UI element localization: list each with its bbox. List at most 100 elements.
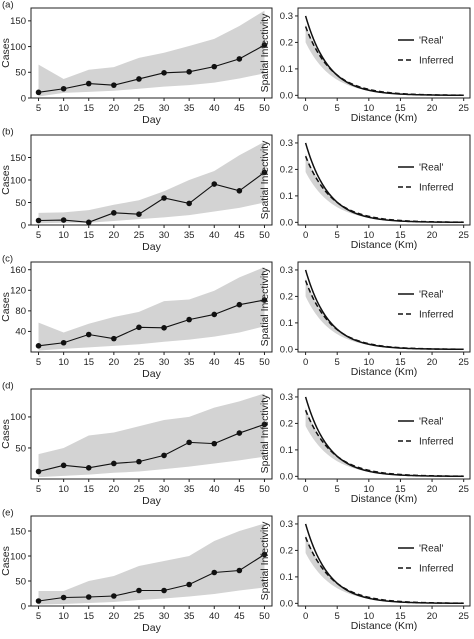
plot-frame (297, 261, 471, 353)
y-axis-label: Spatial Infectivity (259, 13, 271, 93)
cases-point (161, 195, 167, 201)
x-tick-label: 10 (58, 230, 69, 241)
x-tick-label: 15 (395, 230, 406, 241)
cases-point (236, 188, 243, 194)
x-tick-label: 20 (427, 611, 438, 622)
x-axis-label: Distance (Km) (351, 366, 418, 378)
x-tick-label: 30 (159, 484, 170, 495)
legend-inferred-label: Inferred (419, 437, 453, 448)
y-axis-label: Cases (0, 546, 12, 576)
x-tick-label: 40 (209, 484, 220, 495)
x-tick-label: 35 (184, 357, 195, 368)
panel-label: (a) (2, 0, 14, 11)
inferred-curve (304, 155, 464, 223)
y-tick-label: 40 (15, 327, 26, 338)
x-tick-label: 10 (58, 357, 69, 368)
x-tick-label: 15 (83, 103, 94, 114)
y-tick-label: 150 (10, 526, 26, 537)
cases-point (136, 458, 142, 465)
x-tick-label: 25 (458, 357, 469, 368)
x-axis-label: Distance (Km) (351, 493, 418, 505)
cases-point (85, 219, 92, 226)
x-tick-label: 45 (234, 484, 245, 495)
x-axis-label: Distance (Km) (351, 239, 418, 251)
cases-point (85, 331, 92, 338)
cases-point (60, 217, 67, 223)
y-axis-label: Cases (0, 292, 12, 322)
cases-point (186, 439, 192, 446)
x-tick-label: 20 (109, 230, 120, 241)
legend-real-label: 'Real' (419, 163, 443, 174)
x-tick-label: 40 (209, 230, 220, 241)
cases-point (161, 70, 167, 76)
x-tick-label: 0 (303, 484, 308, 495)
y-tick-label: 0.0 (280, 91, 293, 102)
x-tick-label: 25 (458, 230, 469, 241)
x-tick-label: 30 (159, 230, 170, 241)
x-tick-label: 5 (335, 230, 340, 241)
cases-line (38, 171, 265, 223)
cases-point (35, 217, 42, 224)
x-tick-label: 15 (83, 611, 94, 622)
x-tick-label: 10 (364, 230, 375, 241)
uncertainty-band (38, 10, 265, 97)
cases-point (261, 169, 268, 176)
cases-point (85, 80, 92, 87)
y-tick-label: 0 (21, 220, 26, 231)
x-tick-label: 40 (209, 357, 220, 368)
cases-point (261, 42, 268, 48)
cases-point (35, 89, 42, 96)
x-tick-label: 10 (58, 103, 69, 114)
y-tick-label: 0.3 (280, 519, 293, 530)
x-tick-label: 45 (234, 357, 245, 368)
cases-point (111, 460, 117, 467)
cases-point (211, 440, 218, 447)
cases-point (60, 594, 67, 601)
x-tick-label: 10 (58, 484, 69, 495)
cases-point (261, 551, 268, 558)
cases-point (186, 68, 192, 75)
legend-real-label: 'Real' (419, 417, 443, 428)
cases-point (186, 316, 192, 323)
y-tick-label: 0.0 (280, 345, 293, 356)
cases-point (236, 301, 243, 308)
y-tick-label: 150 (10, 16, 26, 27)
y-tick-label: 160 (10, 265, 26, 276)
y-tick-label: 50 (15, 198, 26, 209)
panel-label: (d) (2, 381, 14, 392)
panel-label: (c) (2, 254, 13, 265)
x-tick-label: 20 (427, 230, 438, 241)
x-tick-label: 10 (364, 484, 375, 495)
x-axis-label: Day (142, 622, 161, 634)
cases-point (136, 587, 142, 594)
y-axis-label: Spatial Infectivity (259, 140, 271, 220)
x-tick-label: 0 (303, 230, 308, 241)
cases-point (186, 200, 192, 207)
y-axis-label: Spatial Infectivity (259, 267, 271, 347)
x-tick-label: 25 (134, 103, 145, 114)
x-tick-label: 0 (303, 103, 308, 114)
cases-point (211, 181, 218, 187)
y-axis-label: Cases (0, 38, 12, 68)
x-tick-label: 35 (184, 230, 195, 241)
y-tick-label: 50 (15, 443, 26, 454)
cases-point (35, 468, 42, 475)
cases-point (60, 339, 67, 346)
plot-frame (297, 134, 471, 226)
y-tick-label: 100 (10, 42, 26, 53)
inferred-curve (304, 26, 464, 96)
cases-line (38, 44, 265, 93)
x-tick-label: 20 (109, 484, 120, 495)
x-tick-label: 20 (427, 103, 438, 114)
x-axis-label: Distance (Km) (351, 112, 418, 124)
panel-label: (e) (2, 508, 14, 519)
y-tick-label: 0.1 (280, 572, 293, 583)
x-tick-label: 35 (184, 484, 195, 495)
panel-label: (b) (2, 127, 14, 138)
y-tick-label: 0.2 (280, 419, 293, 430)
x-tick-label: 30 (159, 103, 170, 114)
cases-line (38, 554, 265, 602)
x-tick-label: 15 (83, 357, 94, 368)
x-tick-label: 0 (303, 357, 308, 368)
